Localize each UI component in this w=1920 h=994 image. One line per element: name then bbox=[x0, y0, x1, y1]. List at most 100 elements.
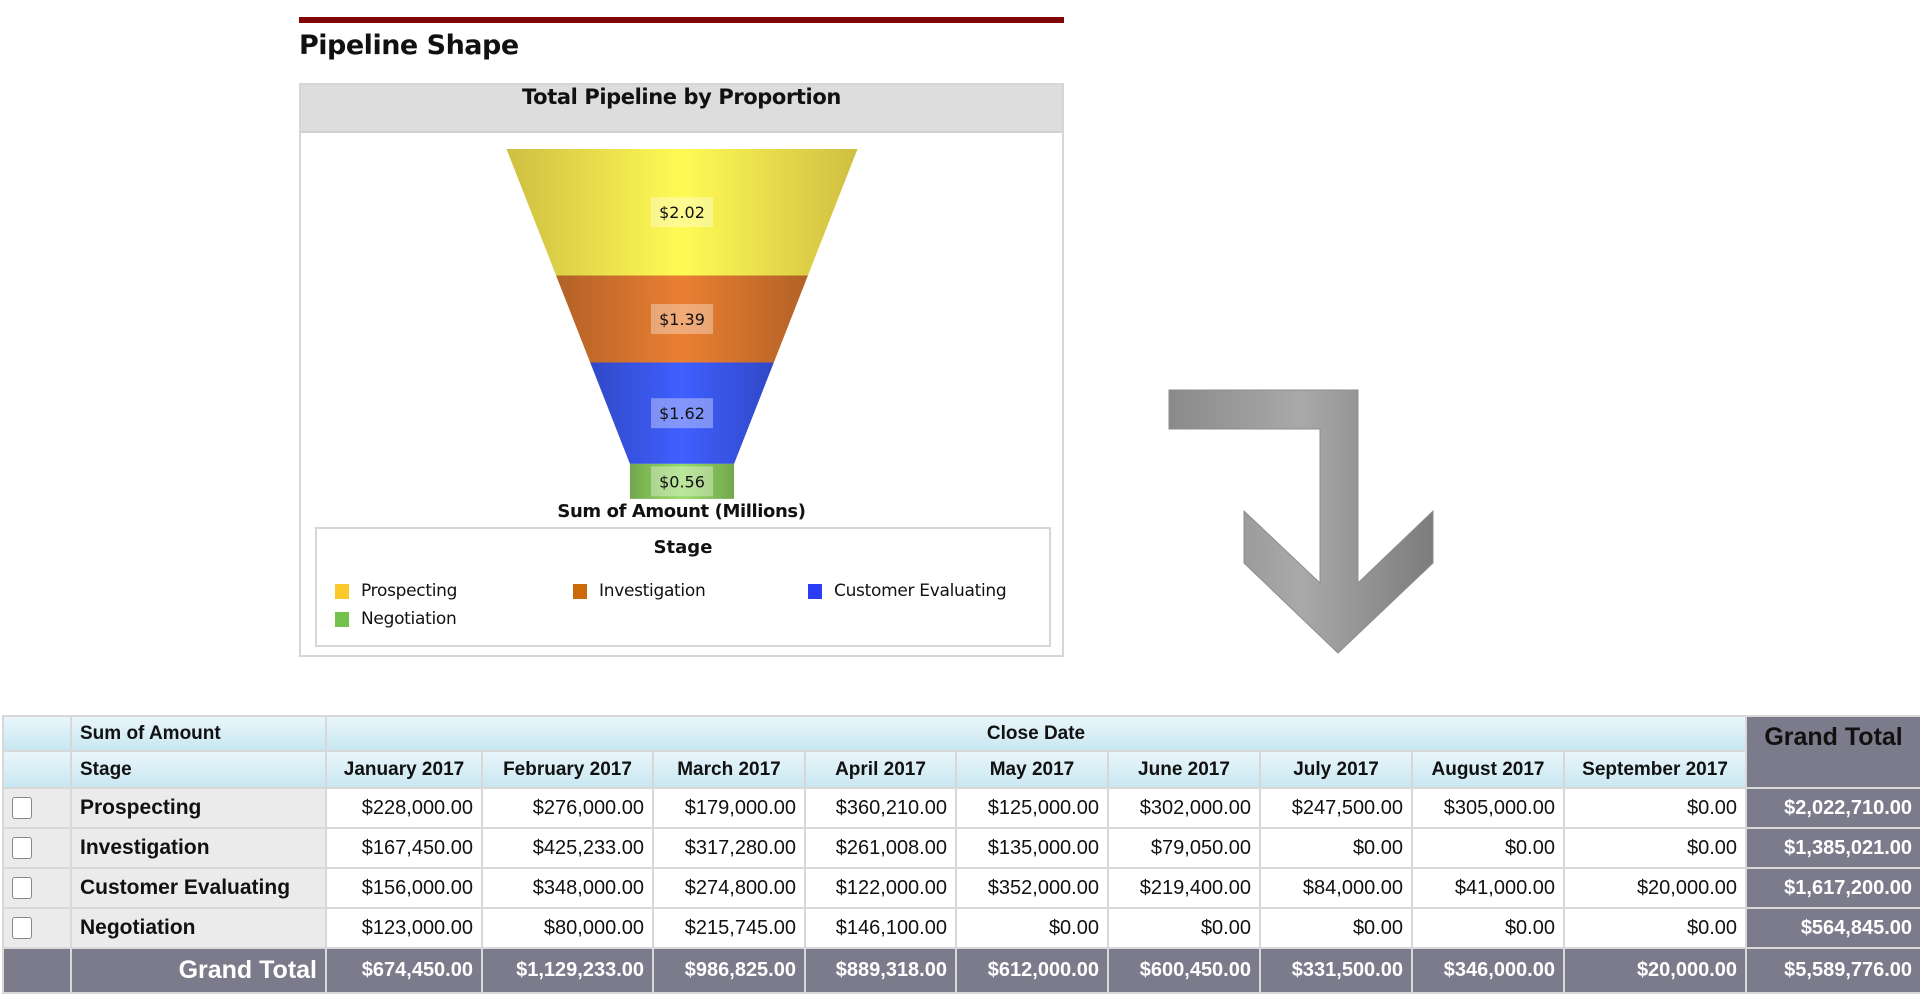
table-row: Prospecting $228,000.00 $276,000.00 $179,00… bbox=[2, 787, 1920, 829]
row-header-stage[interactable]: Stage bbox=[70, 750, 327, 789]
chart-title: Total Pipeline by Proportion bbox=[301, 85, 1062, 133]
row-stage-label[interactable]: Customer Evaluating bbox=[70, 867, 327, 909]
corner-label: Sum of Amount bbox=[70, 715, 327, 752]
row-stage-label[interactable]: Negotiation bbox=[70, 907, 327, 949]
legend-item-customer-evaluating[interactable]: Customer Evaluating bbox=[808, 581, 1007, 601]
legend-swatch bbox=[573, 583, 587, 599]
legend-label: Negotiation bbox=[361, 609, 457, 629]
chart-axis-label: Sum of Amount (Millions) bbox=[557, 501, 806, 522]
funnel-segment-investigation[interactable] bbox=[556, 275, 808, 363]
value-cell: $0.00 bbox=[955, 907, 1109, 949]
value-cell: $0.00 bbox=[1562, 907, 1748, 949]
value-cell: $215,745.00 bbox=[652, 907, 806, 949]
grand-total-column-header: Grand Total bbox=[1745, 715, 1920, 789]
section-title: Pipeline Shape bbox=[299, 30, 519, 61]
column-grand-total: $674,450.00 bbox=[325, 947, 483, 994]
column-header[interactable]: March 2017 bbox=[652, 750, 806, 789]
value-cell: $84,000.00 bbox=[1259, 867, 1413, 909]
data-label-bg bbox=[651, 303, 713, 334]
value-cell: $302,000.00 bbox=[1107, 787, 1261, 829]
value-cell: $0.00 bbox=[1411, 907, 1565, 949]
value-cell: $79,050.00 bbox=[1107, 827, 1261, 869]
row-stage-label[interactable]: Prospecting bbox=[70, 787, 327, 829]
column-header[interactable]: June 2017 bbox=[1107, 750, 1261, 789]
row-grand-total: $2,022,710.00 bbox=[1745, 787, 1920, 829]
section-divider bbox=[299, 17, 1064, 23]
column-group-header[interactable]: Close Date bbox=[324, 715, 1748, 752]
table-row: Customer Evaluating $156,000.00 $348,000.0… bbox=[2, 867, 1920, 909]
grand-total-row-label: Grand Total bbox=[70, 947, 327, 994]
value-cell: $247,500.00 bbox=[1259, 787, 1413, 829]
legend-item-prospecting[interactable]: Prospecting bbox=[335, 581, 457, 601]
data-label-bg bbox=[651, 197, 713, 228]
value-cell: $305,000.00 bbox=[1411, 787, 1565, 829]
grand-total-blank bbox=[2, 947, 72, 994]
pivot-table: Sum of Amount Close Date Grand Total Sta… bbox=[2, 715, 1920, 994]
value-cell: $317,280.00 bbox=[652, 827, 806, 869]
column-grand-total: $20,000.00 bbox=[1562, 947, 1748, 994]
value-cell: $167,450.00 bbox=[325, 827, 483, 869]
column-header[interactable]: July 2017 bbox=[1259, 750, 1413, 789]
column-header[interactable]: February 2017 bbox=[481, 750, 654, 789]
legend-label: Prospecting bbox=[361, 581, 458, 601]
row-stage-label[interactable]: Investigation bbox=[70, 827, 327, 869]
value-cell: $123,000.00 bbox=[325, 907, 483, 949]
corner-cell bbox=[2, 715, 72, 752]
row-checkbox[interactable] bbox=[12, 797, 32, 820]
data-label-bg bbox=[651, 466, 713, 497]
legend-swatch bbox=[335, 583, 349, 599]
value-cell: $0.00 bbox=[1259, 827, 1413, 869]
value-cell: $156,000.00 bbox=[325, 867, 483, 909]
column-grand-total: $331,500.00 bbox=[1259, 947, 1413, 994]
value-cell: $41,000.00 bbox=[1411, 867, 1565, 909]
value-cell: $0.00 bbox=[1411, 827, 1565, 869]
value-cell: $425,233.00 bbox=[481, 827, 654, 869]
value-cell: $360,210.00 bbox=[804, 787, 957, 829]
row-checkbox[interactable] bbox=[12, 917, 32, 940]
value-cell: $274,800.00 bbox=[652, 867, 806, 909]
funnel-chart-panel: Total Pipeline by Proportion $2.02 $1.39 $… bbox=[299, 83, 1064, 657]
column-header[interactable]: January 2017 bbox=[325, 750, 483, 789]
column-grand-total: $889,318.00 bbox=[804, 947, 957, 994]
legend-title: Stage bbox=[653, 537, 713, 558]
column-grand-total: $612,000.00 bbox=[955, 947, 1109, 994]
value-cell: $219,400.00 bbox=[1107, 867, 1261, 909]
column-header[interactable]: May 2017 bbox=[955, 750, 1109, 789]
legend-item-negotiation[interactable]: Negotiation bbox=[335, 609, 457, 629]
value-cell: $0.00 bbox=[1259, 907, 1413, 949]
value-cell: $122,000.00 bbox=[804, 867, 957, 909]
row-checkbox[interactable] bbox=[12, 837, 32, 860]
value-cell: $352,000.00 bbox=[955, 867, 1109, 909]
column-header[interactable]: August 2017 bbox=[1411, 750, 1565, 789]
column-header[interactable]: April 2017 bbox=[804, 750, 957, 789]
down-right-turn-arrow-icon bbox=[1168, 389, 1434, 654]
overall-grand-total: $5,589,776.00 bbox=[1745, 947, 1920, 994]
chart-legend: Stage Prospecting Investigation Customer… bbox=[315, 527, 1051, 647]
legend-label: Investigation bbox=[599, 581, 706, 601]
funnel-segment-negotiation[interactable] bbox=[629, 463, 735, 499]
data-label: $1.62 bbox=[659, 404, 705, 423]
legend-label: Customer Evaluating bbox=[834, 581, 1007, 601]
legend-item-investigation[interactable]: Investigation bbox=[573, 581, 706, 601]
data-label-bg bbox=[651, 398, 713, 429]
row-checkbox[interactable] bbox=[12, 877, 32, 900]
data-label: $0.56 bbox=[659, 472, 705, 491]
data-label: $1.39 bbox=[659, 310, 705, 329]
column-header[interactable]: September 2017 bbox=[1562, 750, 1748, 789]
row-grand-total: $1,617,200.00 bbox=[1745, 867, 1920, 909]
funnel-segment-customer-evaluating[interactable] bbox=[590, 362, 774, 464]
column-grand-total: $986,825.00 bbox=[652, 947, 806, 994]
value-cell: $20,000.00 bbox=[1562, 867, 1748, 909]
value-cell: $261,008.00 bbox=[804, 827, 957, 869]
row-select-cell bbox=[2, 787, 72, 829]
column-grand-total: $346,000.00 bbox=[1411, 947, 1565, 994]
corner-cell bbox=[2, 750, 72, 789]
table-row: Investigation $167,450.00 $425,233.00 $317,… bbox=[2, 827, 1920, 869]
value-cell: $179,000.00 bbox=[652, 787, 806, 829]
grand-total-row: Grand Total $674,450.00 $1,129,233.00 $986,… bbox=[2, 947, 1920, 994]
row-select-cell bbox=[2, 907, 72, 949]
value-cell: $276,000.00 bbox=[481, 787, 654, 829]
funnel-segment-prospecting[interactable] bbox=[506, 149, 858, 276]
value-cell: $125,000.00 bbox=[955, 787, 1109, 829]
funnel-chart: $2.02 $1.39 $1.62 $0.56 bbox=[506, 149, 858, 499]
